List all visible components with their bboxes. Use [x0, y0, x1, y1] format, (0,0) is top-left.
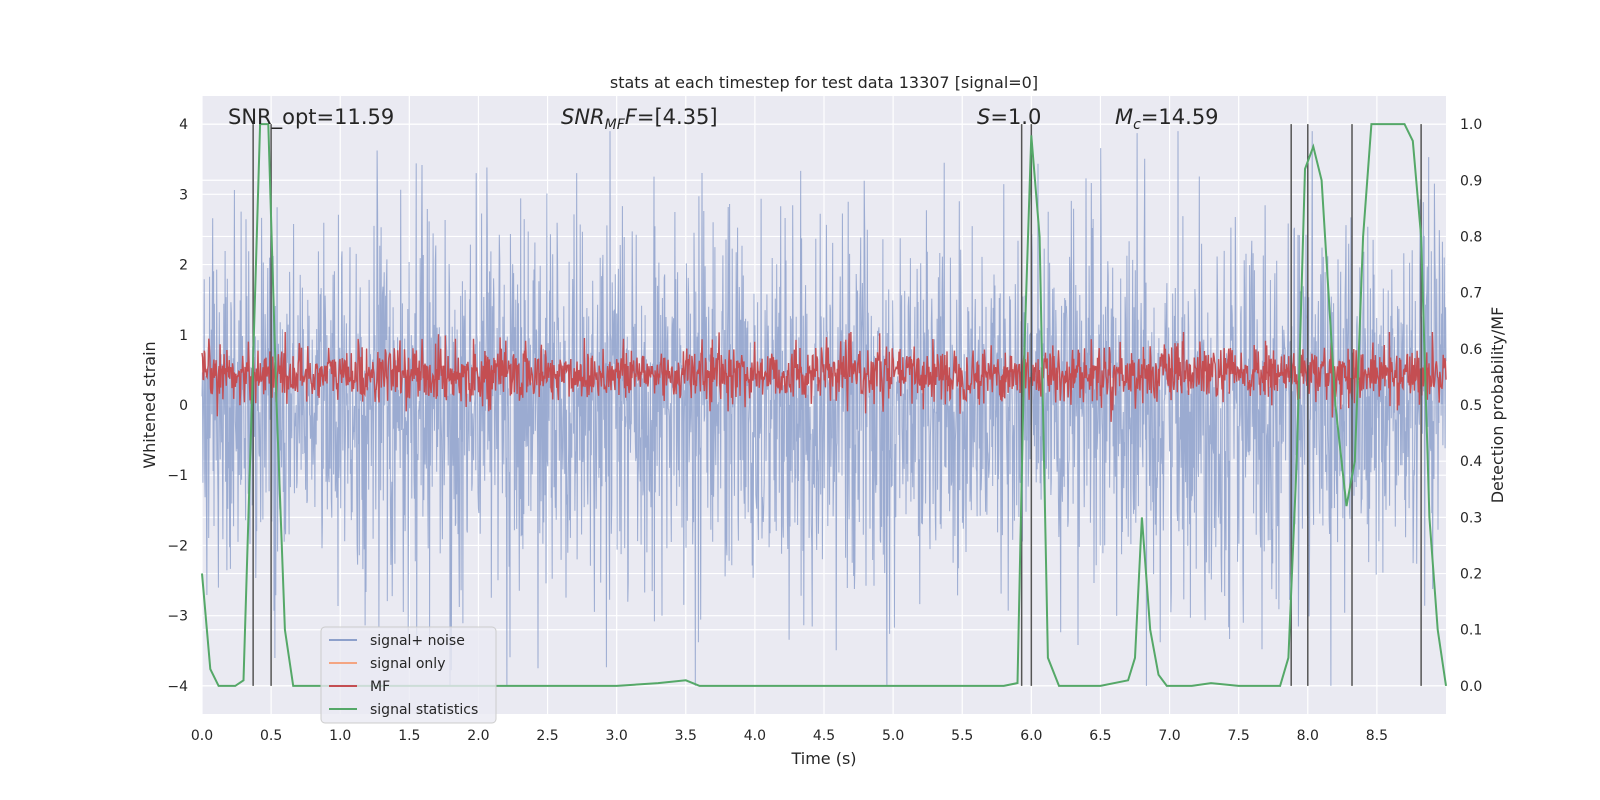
legend-label-signal-statistics: signal statistics [370, 702, 478, 718]
x-tick-16: 8.0 [1297, 728, 1319, 744]
line-signal-noise [201, 131, 1447, 686]
y2-tick-6: 0.4 [1460, 454, 1482, 470]
y-tick-7: −3 [167, 609, 188, 625]
y2-tick-9: 0.1 [1460, 623, 1482, 639]
annotation-snr-mf: SNRMFF=[4.35] [561, 105, 718, 133]
annotation-mc: Mc=14.59 [1115, 105, 1219, 133]
y-tick-1: 3 [179, 187, 188, 203]
legend: signal+ noise signal only MF signal stat… [320, 626, 497, 724]
y2-tick-8: 0.2 [1460, 567, 1482, 583]
y-axis-label: Whitened strain [140, 341, 159, 468]
line-signal-statistics [201, 123, 1447, 687]
y-tick-6: −2 [167, 538, 188, 554]
y-tick-4: 0 [179, 398, 188, 414]
annotation-mc-main: M [1115, 105, 1133, 129]
annotation-snr-mf-f: F [625, 105, 638, 129]
annotation-snr-opt: SNR_opt=11.59 [228, 105, 394, 130]
signal-statistics-series [201, 123, 1447, 687]
x-tick-4: 2.0 [467, 728, 489, 744]
y2-tick-5: 0.5 [1460, 398, 1482, 414]
x-tick-9: 4.5 [813, 728, 835, 744]
annotation-snr-mf-main: SNR [561, 105, 605, 129]
x-tick-1: 0.5 [260, 728, 282, 744]
y2-tick-3: 0.7 [1460, 286, 1482, 302]
legend-label-signal-only: signal only [370, 656, 445, 672]
y-tick-0: 4 [179, 117, 188, 133]
y-tick-5: −1 [167, 468, 188, 484]
y2-axis-ticks: 1.0 0.9 0.8 0.7 0.6 0.5 0.4 0.3 0.2 0.1 0.0 [1460, 117, 1482, 695]
vertical-markers [252, 124, 1422, 686]
x-axis-ticks: 0.0 0.5 1.0 1.5 2.0 2.5 3.0 3.5 4.0 4.5 5.0 5.5 6.0 6… [191, 728, 1388, 744]
y2-tick-10: 0.0 [1460, 679, 1482, 695]
x-tick-11: 5.5 [951, 728, 973, 744]
y2-tick-7: 0.3 [1460, 510, 1482, 526]
x-tick-14: 7.0 [1158, 728, 1180, 744]
chart-title: stats at each timestep for test data 133… [610, 73, 1038, 92]
annotation-s: S=1.0 [977, 105, 1041, 129]
x-tick-15: 7.5 [1228, 728, 1250, 744]
annotation-snr-mf-value: =[4.35] [637, 105, 718, 129]
y-tick-8: −4 [167, 679, 188, 695]
y-tick-2: 2 [179, 258, 188, 274]
x-axis-label: Time (s) [790, 749, 856, 768]
annotation-s-main: S [977, 105, 990, 129]
y2-tick-2: 0.8 [1460, 229, 1482, 245]
x-tick-7: 3.5 [675, 728, 697, 744]
x-tick-2: 1.0 [329, 728, 351, 744]
y2-tick-4: 0.6 [1460, 342, 1482, 358]
y2-tick-1: 0.9 [1460, 173, 1482, 189]
signal-noise-series [201, 131, 1447, 686]
x-tick-12: 6.0 [1020, 728, 1042, 744]
annotation-mc-value: =14.59 [1141, 105, 1219, 129]
x-tick-3: 1.5 [398, 728, 420, 744]
annotation-mc-sub: c [1133, 117, 1141, 133]
y-tick-3: 1 [179, 328, 188, 344]
y2-tick-0: 1.0 [1460, 117, 1482, 133]
x-tick-5: 2.5 [536, 728, 558, 744]
legend-label-mf: MF [370, 679, 390, 695]
annotation-s-value: =1.0 [990, 105, 1041, 129]
legend-box [320, 626, 497, 724]
x-tick-6: 3.0 [606, 728, 628, 744]
x-tick-13: 6.5 [1089, 728, 1111, 744]
line-mf [201, 331, 1447, 422]
y2-axis-label: Detection probability/MF [1488, 307, 1507, 504]
annotation-snr-mf-sub: MF [605, 117, 626, 133]
mf-series [201, 331, 1447, 422]
x-tick-0: 0.0 [191, 728, 213, 744]
x-tick-8: 4.0 [744, 728, 766, 744]
legend-label-signal-noise: signal+ noise [370, 633, 465, 649]
x-tick-17: 8.5 [1366, 728, 1388, 744]
y-axis-ticks: 4 3 2 1 0 −1 −2 −3 −4 [167, 117, 188, 695]
x-tick-10: 5.0 [882, 728, 904, 744]
